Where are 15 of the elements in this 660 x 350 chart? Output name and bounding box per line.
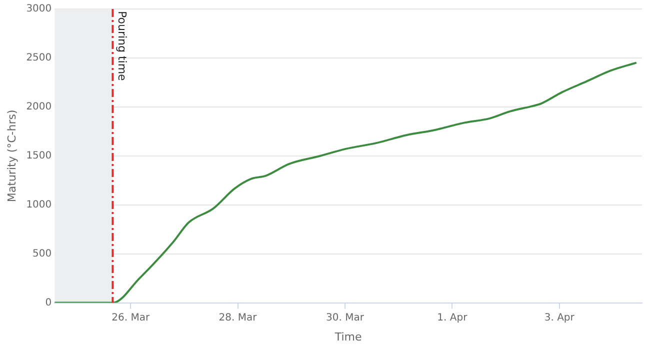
- y-tick-label: 2000: [26, 102, 52, 113]
- y-tick-label: 500: [32, 248, 52, 260]
- x-tick-label: 1. Apr: [437, 312, 468, 324]
- x-tick-label: 28. Mar: [218, 312, 258, 324]
- x-tick-label: 3. Apr: [544, 312, 576, 324]
- ref-line-label: Pouring time: [115, 11, 128, 82]
- y-axis-title: Maturity (°C-hrs): [5, 110, 18, 202]
- y-tick-label: 1500: [26, 150, 52, 162]
- x-tick-label: 26. Mar: [112, 312, 150, 324]
- y-tick-label: 2500: [26, 52, 52, 64]
- y-tick-label: 0: [45, 297, 52, 308]
- y-tick-label: 1000: [26, 199, 52, 210]
- x-tick-label: 30. Mar: [326, 312, 365, 324]
- x-axis-title: Time: [334, 330, 362, 344]
- y-tick-label: 3000: [26, 4, 52, 15]
